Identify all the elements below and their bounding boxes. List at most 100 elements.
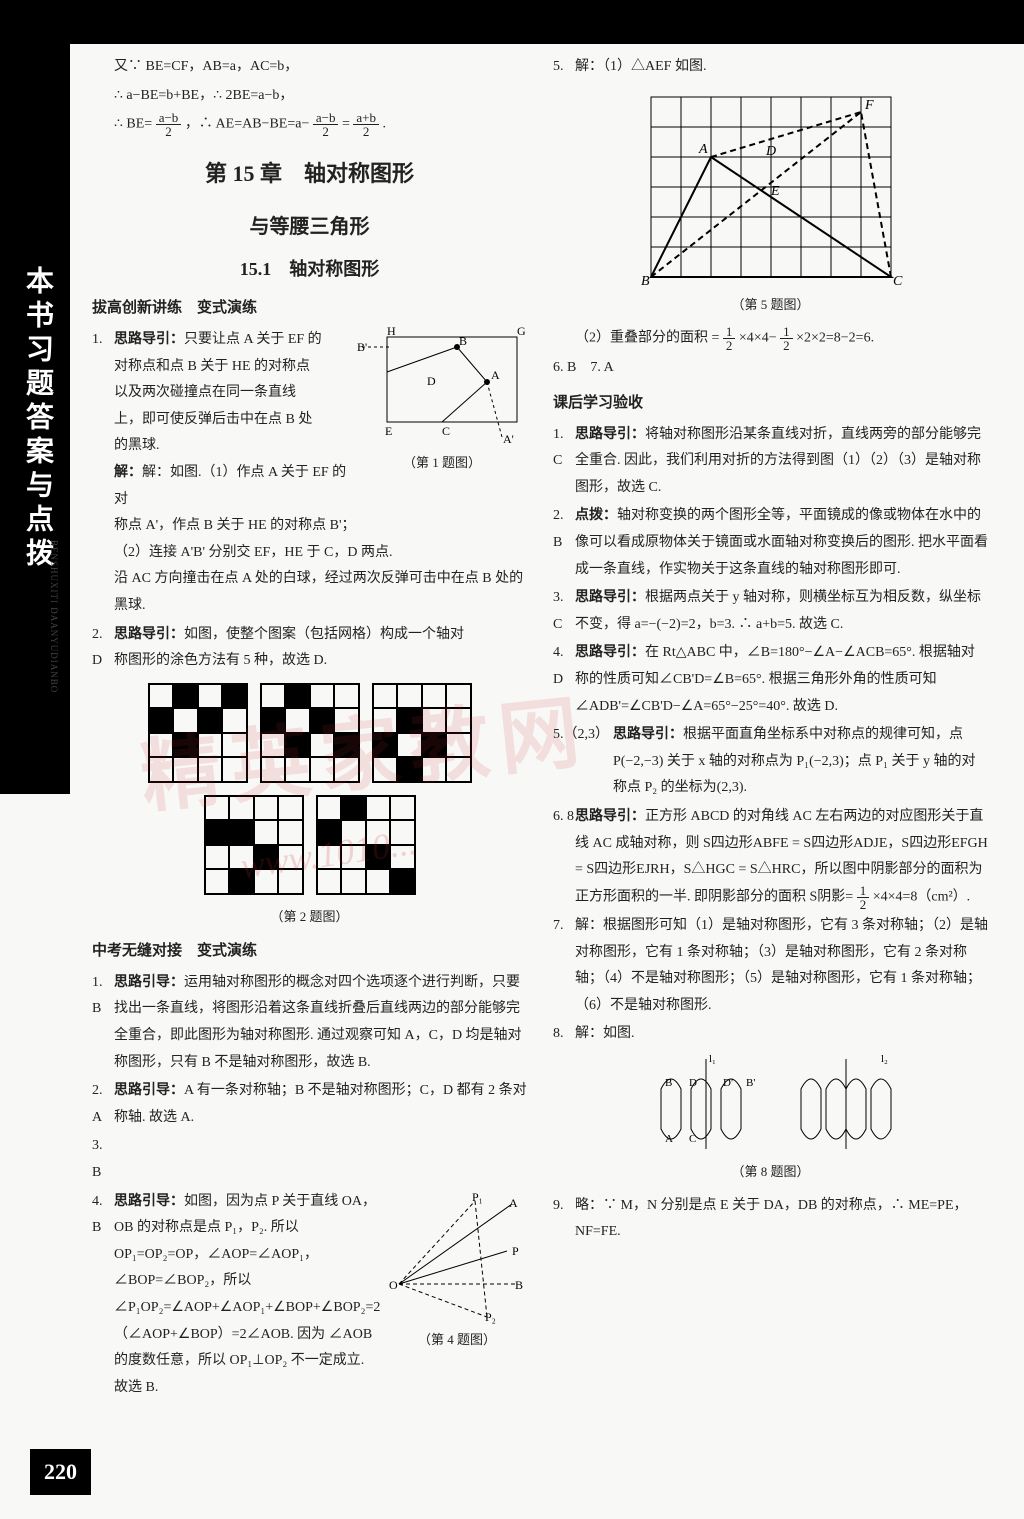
k9: 9. 略：∵ M，N 分别是点 E 关于 DA，DB 的对称点，∴ ME=PE，… xyxy=(553,1193,988,1246)
right-column: 5. 解：（1）△AEF 如图. xyxy=(553,52,988,1403)
item-num: 3. B xyxy=(92,1133,114,1186)
txt: ∴ BE= xyxy=(114,117,152,132)
txt: = xyxy=(342,117,350,132)
txt: 沿 AC 方向撞击在点 A 处的白球，经过两次反弹可击中在点 B 处的黑球. xyxy=(114,566,527,619)
svg-text:F: F xyxy=(864,98,874,113)
lead: 思路导引： xyxy=(613,727,683,742)
fig-caption: （第 1 题图） xyxy=(357,451,527,476)
zq2: 2. A 思路引导：A 有一条对称轴；B 不是轴对称图形；C，D 都有 2 条对… xyxy=(92,1078,527,1131)
item-body: 思路引导：运用轴对称图形的概念对四个选项逐个进行判断，只要找出一条直线，将图形沿… xyxy=(114,970,527,1076)
zq4: 4. B P₁ A P O B P₂ xyxy=(92,1189,527,1402)
svg-text:D: D xyxy=(427,374,436,388)
two-panel-diagram: B D D' B' A C l₁ l₂ xyxy=(631,1054,911,1154)
grid-pattern xyxy=(148,683,248,783)
lead: 思路引导： xyxy=(114,1083,184,1098)
item-body: B' H G B D A E xyxy=(114,327,527,620)
txt: 如图，使整个图案（包括网格）构成一个轴对 xyxy=(184,627,464,642)
svg-text:P₁: P₁ xyxy=(472,1190,483,1204)
lead: 思路导引： xyxy=(575,809,645,824)
lead: 思路导引： xyxy=(114,332,184,347)
fig-caption: （第 2 题图） xyxy=(92,905,527,930)
item-num: 4. B xyxy=(92,1189,114,1402)
svg-text:A': A' xyxy=(503,432,514,446)
item-num: 3. C xyxy=(553,585,575,638)
svg-text:B': B' xyxy=(357,340,367,354)
lead: 思路导引： xyxy=(575,590,645,605)
lead: 思路导引： xyxy=(575,645,645,660)
grid-pattern xyxy=(316,795,416,895)
item-body xyxy=(114,1133,527,1186)
left-column: 又∵ BE=CF，AB=a，AC=b， ∴ a−BE=b+BE，∴ 2BE=a−… xyxy=(92,52,527,1403)
svg-text:G: G xyxy=(517,327,526,338)
zq3: 3. B xyxy=(92,1133,527,1186)
svg-text:A: A xyxy=(665,1133,673,1145)
lead: 思路引导： xyxy=(114,1194,184,1209)
svg-text:B: B xyxy=(459,334,467,348)
txt: ，∴ AE=AB−BE=a− xyxy=(185,117,310,132)
txt: 轴对称变换的两个图形全等，平面镜成的像或物体在水中的像可以看成原物体关于镜面或水… xyxy=(575,508,988,576)
fig-caption: （第 8 题图） xyxy=(553,1160,988,1185)
q2-grids xyxy=(92,677,527,789)
zq4-figure: P₁ A P O B P₂ （ xyxy=(387,1189,527,1361)
geometry-diagram: P₁ A P O B P₂ xyxy=(387,1189,527,1324)
fraction: 12 xyxy=(857,884,870,911)
txt: 解：如图. xyxy=(575,1021,988,1048)
item-body: 思路导引：如图，使整个图案（包括网格）构成一个轴对 称图形的涂色方法有 5 种，… xyxy=(114,622,527,675)
svg-text:B: B xyxy=(641,274,650,287)
svg-text:D': D' xyxy=(723,1077,733,1089)
top-black-bar xyxy=(0,0,1024,44)
txt: . xyxy=(382,117,386,132)
k8: 8. 解：如图. xyxy=(553,1021,988,1048)
svg-text:B': B' xyxy=(746,1077,755,1089)
sidebar-title: 本书习题答案与点拨 xyxy=(11,266,64,572)
item-body: 解：（1）△AEF 如图. xyxy=(575,54,988,81)
page-content: 本书习题答案与点拨 BENSHUXITI DAANYUDIANBO 又∵ BE=… xyxy=(0,44,1024,1403)
geometry-diagram: B' H G B D A E xyxy=(357,327,527,447)
txt: ×2×2=8−2=6. xyxy=(796,331,874,346)
item-num: 5.（2,3） xyxy=(553,722,613,802)
lead: 点拨： xyxy=(575,508,617,523)
svg-text:l₂: l₂ xyxy=(881,1054,888,1065)
fraction: 12 xyxy=(780,325,793,352)
svg-text:O: O xyxy=(389,1278,398,1292)
txt: 解：根据图形可知（1）是轴对称图形，它有 3 条对称轴；（2）是轴对称图形，它有… xyxy=(575,913,988,1019)
q8-figure: B D D' B' A C l₁ l₂ xyxy=(553,1054,988,1154)
svg-text:l₁: l₁ xyxy=(709,1054,716,1065)
sub-header-2: 中考无缝对接 变式演练 xyxy=(92,937,527,966)
k5: 5.（2,3） 思路导引：根据平面直角坐标系中对称点的规律可知，点 P(−2,−… xyxy=(553,722,988,802)
svg-text:E: E xyxy=(770,184,780,199)
item-num: 8. xyxy=(553,1021,575,1048)
item-body: 思路导引：正方形 ABCD 的对角线 AC 左右两边的对应图形关于直线 AC 成… xyxy=(575,804,988,911)
q5-figure: B C A D E F xyxy=(553,87,988,287)
svg-text:E: E xyxy=(385,424,392,438)
item-body: 思路引导：A 有一条对称轴；B 不是轴对称图形；C，D 都有 2 条对称轴. 故… xyxy=(114,1078,527,1131)
preamble-l2: ∴ a−BE=b+BE，∴ 2BE=a−b， xyxy=(92,83,527,110)
q5-part2: （2）重叠部分的面积 = 12 ×4×4− 12 ×2×2=8−2=6. xyxy=(553,325,988,352)
svg-text:P: P xyxy=(512,1244,519,1258)
preamble-l3: ∴ BE= a−b2 ，∴ AE=AB−BE=a− a−b2 = a+b2 . xyxy=(92,111,527,138)
k2: 2. B 点拨：轴对称变换的两个图形全等，平面镜成的像或物体在水中的像可以看成原… xyxy=(553,503,988,583)
grid-triangle-diagram: B C A D E F xyxy=(621,87,921,287)
chapter-title-2: 与等腰三角形 xyxy=(92,208,527,246)
fraction: 12 xyxy=(723,325,736,352)
fig-caption: （第 5 题图） xyxy=(553,293,988,318)
section-title: 15.1 轴对称图形 xyxy=(92,252,527,286)
txt: （2）连接 A'B' 分别交 EF，HE 于 C，D 两点. xyxy=(114,540,527,567)
q5: 5. 解：（1）△AEF 如图. xyxy=(553,54,988,81)
fraction: a+b2 xyxy=(353,111,379,138)
svg-text:B: B xyxy=(665,1077,672,1089)
txt: 称图形的涂色方法有 5 种，故选 D. xyxy=(114,648,527,675)
chapter-title: 第 15 章 轴对称图形 xyxy=(92,153,527,195)
item-num: 1. xyxy=(92,327,114,620)
svg-text:A: A xyxy=(491,368,500,382)
txt: 如图，因为点 P 关于直线 OA，OB 的对称点是点 P₁，P₂. 所以 OP₁… xyxy=(114,1194,380,1395)
txt: 只要让点 A 关于 EF 的 xyxy=(184,332,322,347)
item-num: 9. xyxy=(553,1193,575,1246)
txt: ×4×4− xyxy=(739,331,777,346)
grid-pattern xyxy=(260,683,360,783)
svg-text:C: C xyxy=(893,274,903,287)
txt: 称点 A'，作点 B 关于 HE 的对称点 B'； xyxy=(114,513,527,540)
item-num: 2. B xyxy=(553,503,575,583)
lead: 思路导引： xyxy=(114,627,184,642)
svg-text:B: B xyxy=(515,1278,523,1292)
